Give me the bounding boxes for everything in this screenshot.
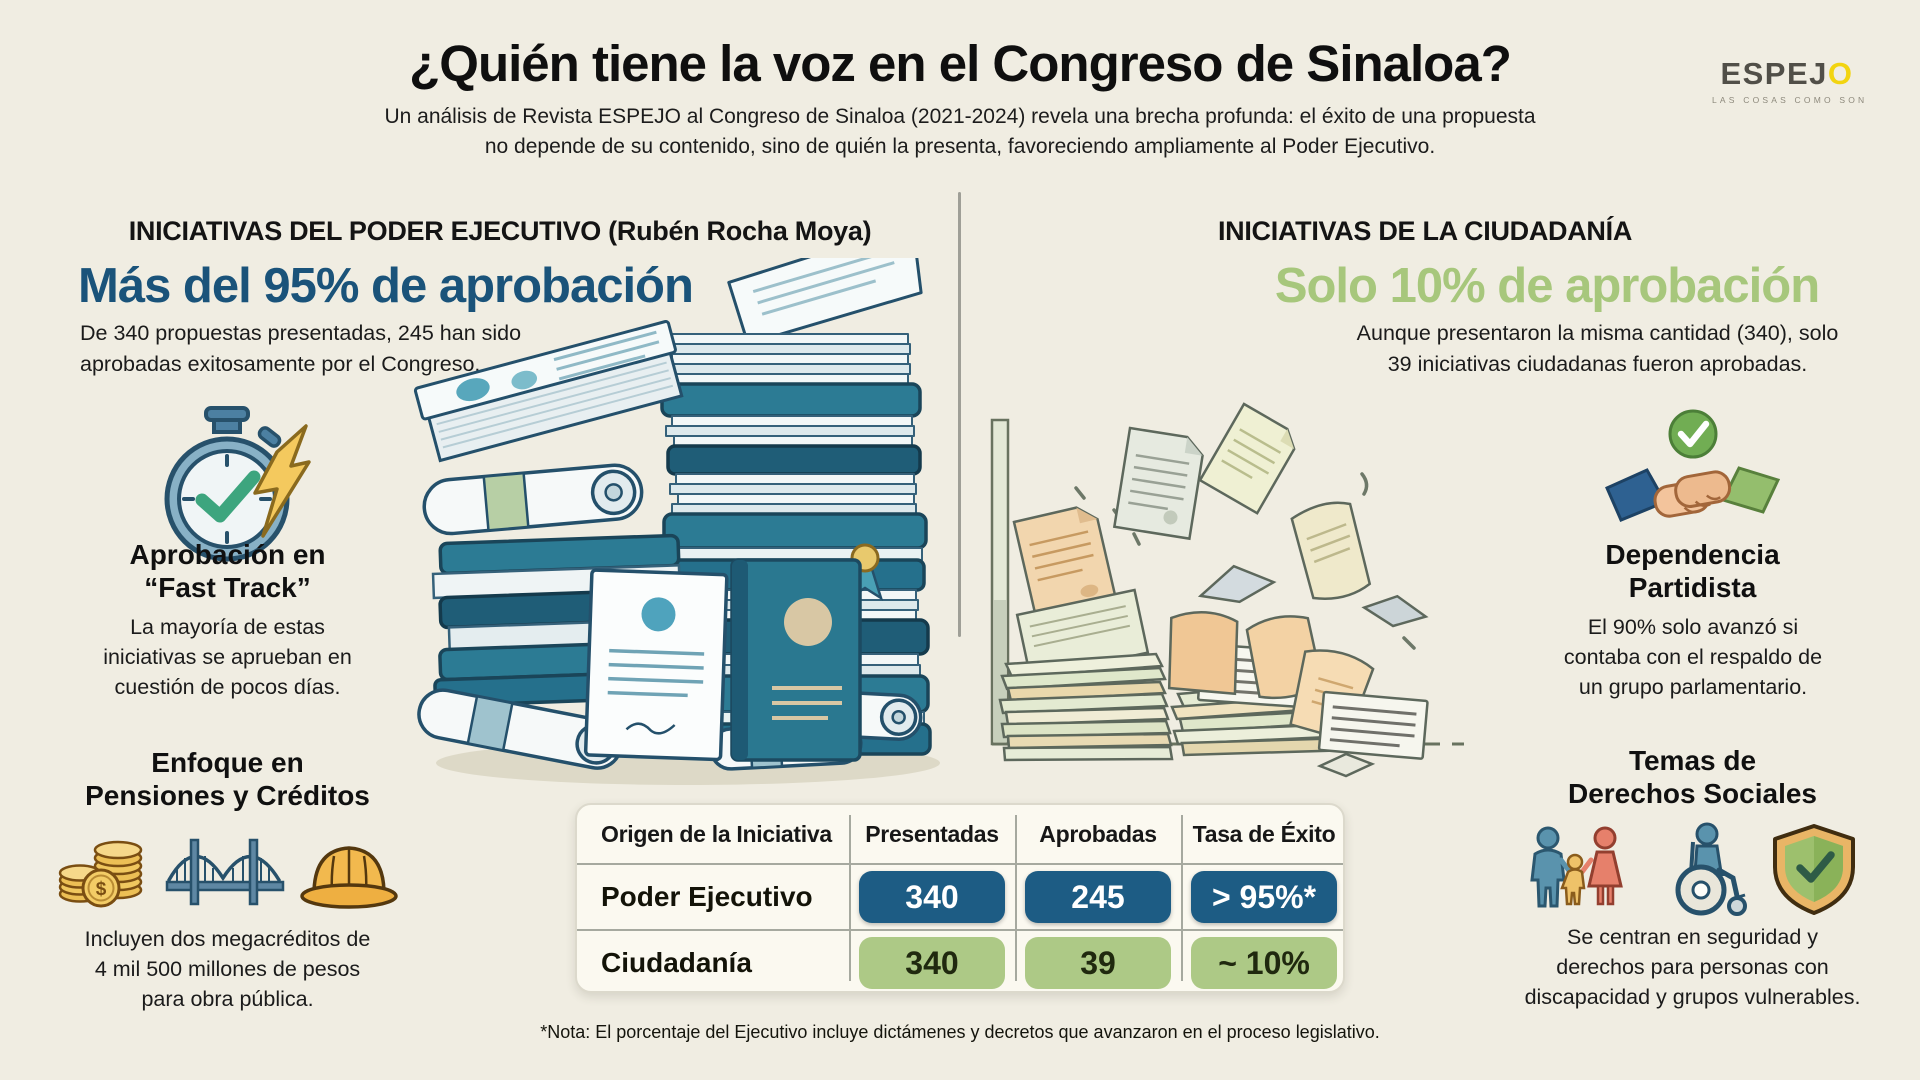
- pensiones-icons: $: [50, 826, 405, 914]
- bridge-icon: [165, 838, 285, 906]
- dependencia-body: El 90% solo avanzó si contaba con el res…: [1528, 612, 1858, 702]
- wordmark-text: ESPEJ: [1720, 56, 1828, 91]
- column-header-tasa-exito: Tasa de Éxito: [1192, 820, 1336, 847]
- table-row-poder-ejecutivo: Poder Ejecutivo 340 245 > 95%*: [577, 863, 1343, 929]
- executive-headline: Más del 95% de aprobación: [78, 259, 694, 313]
- body-line: para obra pública.: [141, 987, 314, 1011]
- cell: 340: [849, 871, 1015, 923]
- pill-ejecutivo-presentadas: 340: [859, 871, 1005, 923]
- title-line: Partidista: [1628, 572, 1757, 603]
- shield-check-icon: [1772, 824, 1855, 915]
- pill-ejecutivo-aprobadas: 245: [1025, 871, 1171, 923]
- body-line: cuestión de pocos días.: [114, 675, 341, 699]
- body-line: Se centran en seguridad y: [1567, 925, 1818, 949]
- pill-ciudadania-aprobadas: 39: [1025, 937, 1171, 989]
- pensiones-title: Enfoque en Pensiones y Créditos: [40, 746, 415, 812]
- footnote: *Nota: El porcentaje del Ejecutivo inclu…: [540, 1022, 1380, 1042]
- wheelchair-icon: [1675, 822, 1747, 916]
- wordmark-accent-o: O: [1827, 56, 1854, 91]
- subtitle-line: no depende de su contenido, sino de quié…: [484, 135, 1436, 158]
- body-line: derechos para personas con: [1556, 955, 1829, 979]
- title-line: Pensiones y Créditos: [85, 780, 370, 811]
- table-column-separator: [1181, 815, 1183, 981]
- citizen-headline: Solo 10% de aprobación: [1274, 259, 1820, 313]
- column-header-aprobadas: Aprobadas: [1039, 820, 1157, 847]
- body-line: El 90% solo avanzó si: [1587, 615, 1799, 639]
- results-table: Origen de la Iniciativa Presentadas Apro…: [575, 803, 1345, 993]
- stopwatch-lightning-icon: [164, 406, 311, 562]
- temas-icons: [1518, 822, 1868, 917]
- row-label: Ciudadanía: [601, 947, 752, 978]
- page-title: ¿Quién tiene la voz en el Congreso de Si…: [409, 35, 1512, 92]
- pill-ejecutivo-tasa: > 95%*: [1191, 871, 1337, 923]
- cell: 39: [1015, 937, 1181, 989]
- title-line: Temas de: [1628, 745, 1757, 776]
- title-line: “Fast Track”: [144, 572, 311, 603]
- title-line: Aprobación en: [129, 539, 326, 570]
- svg-text:$: $: [96, 879, 107, 900]
- pensiones-body: Incluyen dos megacréditos de 4 mil 500 m…: [60, 924, 395, 1014]
- title-line: Dependencia: [1605, 539, 1780, 570]
- espejo-tagline: LAS COSAS COMO SON: [1712, 95, 1868, 105]
- temas-title: Temas de Derechos Sociales: [1510, 744, 1875, 810]
- fast-track-body: La mayoría de estas iniciativas se aprue…: [70, 612, 385, 702]
- cell: 245: [1015, 871, 1181, 923]
- fast-track-title: Aprobación en “Fast Track”: [55, 538, 400, 604]
- coins-icon: $: [58, 840, 143, 908]
- center-divider: [958, 192, 961, 637]
- table-row-ciudadania: Ciudadanía 340 39 ~ 10%: [577, 929, 1343, 995]
- espejo-wordmark: ESPEJO: [1712, 56, 1862, 92]
- row-label: Poder Ejecutivo: [601, 881, 813, 912]
- subtitle-line: Un análisis de Revista ESPEJO al Congres…: [384, 105, 1536, 128]
- body-line: La mayoría de estas: [130, 615, 325, 639]
- dependencia-title: Dependencia Partidista: [1520, 538, 1865, 604]
- title-line: Enfoque en: [151, 747, 304, 778]
- intro-line: De 340 propuestas presentadas, 245 han s…: [80, 321, 522, 345]
- handshake-check-icon: [1605, 409, 1780, 522]
- body-line: 4 mil 500 millones de pesos: [94, 957, 361, 981]
- pill-ciudadania-tasa: ~ 10%: [1191, 937, 1337, 989]
- citizen-papers-illustration: [990, 402, 1464, 778]
- cell: 340: [849, 937, 1015, 989]
- body-line: discapacidad y grupos vulnerables.: [1524, 985, 1861, 1009]
- body-line: contaba con el respaldo de: [1563, 645, 1823, 669]
- family-icon: [1529, 826, 1623, 908]
- hard-hat-icon: [300, 846, 398, 909]
- cell: > 95%*: [1181, 871, 1347, 923]
- cell: ~ 10%: [1181, 937, 1347, 989]
- column-header-presentadas: Presentadas: [865, 820, 999, 847]
- table-column-separator: [1015, 815, 1017, 981]
- executive-intro: De 340 propuestas presentadas, 245 han s…: [80, 318, 521, 380]
- body-line: iniciativas se aprueban en: [103, 645, 352, 669]
- table-column-separator: [849, 815, 851, 981]
- intro-line: aprobadas exitosamente por el Congreso.: [80, 352, 481, 376]
- table-header-row: Origen de la Iniciativa Presentadas Apro…: [577, 805, 1343, 863]
- executive-section-kicker: INICIATIVAS DEL PODER EJECUTIVO (Rubén R…: [128, 216, 872, 246]
- citizen-section-kicker: INICIATIVAS DE LA CIUDADANÍA: [1217, 216, 1633, 246]
- citizen-intro: Aunque presentaron la misma cantidad (34…: [1335, 318, 1860, 380]
- executive-documents-illustration: [413, 258, 940, 785]
- column-header-origen: Origen de la Iniciativa: [601, 820, 832, 847]
- title-line: Derechos Sociales: [1567, 778, 1818, 809]
- espejo-logo: ESPEJO LAS COSAS COMO SON: [1712, 56, 1868, 105]
- temas-body: Se centran en seguridad y derechos para …: [1505, 922, 1880, 1012]
- page-subtitle: Un análisis de Revista ESPEJO al Congres…: [0, 102, 1920, 162]
- pill-ciudadania-presentadas: 340: [859, 937, 1005, 989]
- body-line: Incluyen dos megacréditos de: [84, 927, 371, 951]
- intro-line: Aunque presentaron la misma cantidad (34…: [1356, 321, 1839, 345]
- intro-line: 39 iniciativas ciudadanas fueron aprobad…: [1387, 352, 1808, 376]
- body-line: un grupo parlamentario.: [1578, 675, 1808, 699]
